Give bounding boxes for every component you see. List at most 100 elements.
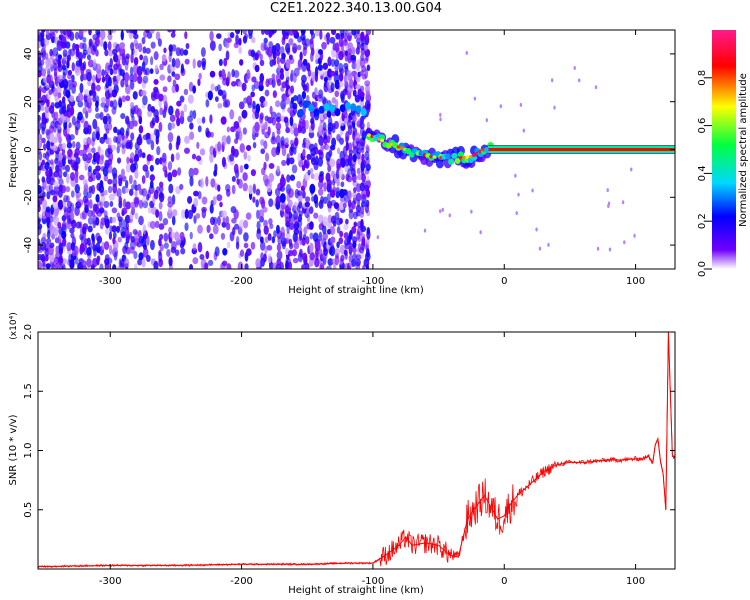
heatmap-cell	[330, 70, 336, 77]
heatmap-cell	[87, 165, 92, 173]
heatmap-cell	[266, 244, 273, 251]
heatmap-cell	[197, 224, 203, 234]
heatmap-cell	[65, 173, 70, 184]
heatmap-cell	[285, 127, 291, 134]
heatmap-cell	[348, 142, 353, 152]
heatmap-cell	[296, 190, 303, 196]
heatmap-cell	[314, 257, 320, 268]
heatmap-cell	[109, 200, 114, 207]
heatmap-cell	[284, 69, 290, 78]
heatmap-cell	[102, 166, 109, 177]
heatmap-cell	[338, 168, 344, 179]
heatmap-cell	[351, 62, 357, 70]
heatmap-cell	[193, 197, 199, 208]
heatmap-cell	[196, 117, 203, 125]
heatmap-cell	[95, 84, 101, 92]
heatmap-cell	[156, 145, 161, 156]
heatmap-cell	[519, 102, 523, 107]
heatmap-cell	[57, 91, 62, 99]
heatmap-cell	[247, 154, 251, 162]
heatmap-cell	[189, 122, 194, 130]
heatmap-cell	[242, 127, 247, 135]
heatmap-cell	[470, 209, 473, 214]
heatmap-cell	[55, 251, 60, 260]
heatmap-cell	[344, 32, 348, 43]
heatmap-cell	[242, 172, 248, 182]
heatmap-cell	[134, 169, 139, 180]
heatmap-cell	[264, 121, 268, 131]
x-tick-label: 100	[626, 576, 645, 587]
heatmap-cell	[174, 58, 181, 69]
heatmap-cell	[262, 206, 268, 213]
heatmap-cell	[338, 72, 344, 82]
heatmap-cell	[197, 125, 202, 133]
heatmap-cell	[78, 221, 83, 229]
heatmap-cell	[315, 155, 319, 166]
heatmap-cell	[231, 176, 236, 183]
heatmap-cell	[270, 30, 277, 34]
heatmap-cell	[170, 231, 176, 240]
heatmap-cell	[302, 233, 307, 241]
heatmap-cell	[200, 177, 205, 189]
heatmap-cell	[159, 107, 164, 116]
heatmap-cell	[107, 257, 113, 265]
heatmap-cell	[49, 222, 53, 231]
colorbar-tick-label: 0.2	[697, 213, 708, 229]
heatmap-cell	[171, 209, 178, 217]
heatmap-cell	[71, 115, 76, 126]
heatmap-cell	[219, 201, 223, 208]
heatmap-cell	[88, 90, 93, 96]
x-tick-label: -300	[99, 276, 122, 287]
heatmap-cell	[112, 99, 118, 110]
heatmap-cell	[129, 79, 135, 90]
heatmap-cell	[265, 152, 270, 162]
heatmap-cell	[346, 175, 353, 183]
heatmap-cell	[99, 180, 104, 189]
heatmap-cell	[235, 30, 241, 35]
heatmap-cell	[159, 233, 164, 240]
heatmap-cell	[125, 95, 131, 102]
heatmap-cell	[239, 143, 245, 153]
heatmap-cell	[322, 112, 328, 120]
heatmap-cell	[514, 173, 517, 178]
heatmap-cell	[340, 254, 345, 262]
heatmap-cell	[86, 54, 92, 61]
heatmap-cell	[250, 241, 256, 250]
heatmap-cell	[175, 83, 179, 93]
heatmap-cell	[61, 64, 67, 71]
heatmap-cell	[107, 32, 113, 41]
heatmap-cell	[336, 147, 341, 155]
heatmap-cell	[473, 96, 477, 101]
heatmap-cell	[300, 30, 306, 36]
heatmap-cell	[276, 112, 282, 120]
heatmap-cell	[153, 51, 159, 61]
heatmap-cell	[95, 106, 99, 113]
heatmap-cell	[216, 33, 222, 39]
heatmap-cell	[41, 137, 46, 144]
heatmap-cell	[366, 64, 371, 72]
heatmap-cell	[326, 265, 332, 269]
heatmap-cell	[174, 231, 180, 242]
heatmap-cell	[82, 107, 88, 115]
heatmap-cell	[88, 30, 92, 36]
heatmap-cell	[162, 217, 169, 226]
heatmap-cell	[325, 144, 331, 151]
heatmap-cell	[451, 152, 458, 159]
heatmap-cell	[259, 53, 263, 61]
heatmap-cell	[237, 178, 243, 189]
heatmap-cell	[338, 37, 344, 48]
heatmap-cell	[171, 215, 176, 226]
heatmap-cell	[133, 39, 138, 47]
heatmap-cell	[103, 41, 108, 51]
heatmap-cell	[166, 30, 173, 33]
heatmap-cell	[321, 41, 327, 50]
heatmap-cell	[281, 159, 287, 167]
heatmap-cell	[517, 192, 520, 197]
heatmap-cell	[271, 146, 278, 157]
heatmap-cell	[78, 51, 84, 61]
heatmap-cell	[67, 148, 73, 158]
heatmap-cell	[163, 232, 169, 243]
heatmap-cell	[95, 49, 99, 57]
heatmap-cell	[267, 126, 271, 136]
heatmap-cell	[327, 132, 333, 140]
